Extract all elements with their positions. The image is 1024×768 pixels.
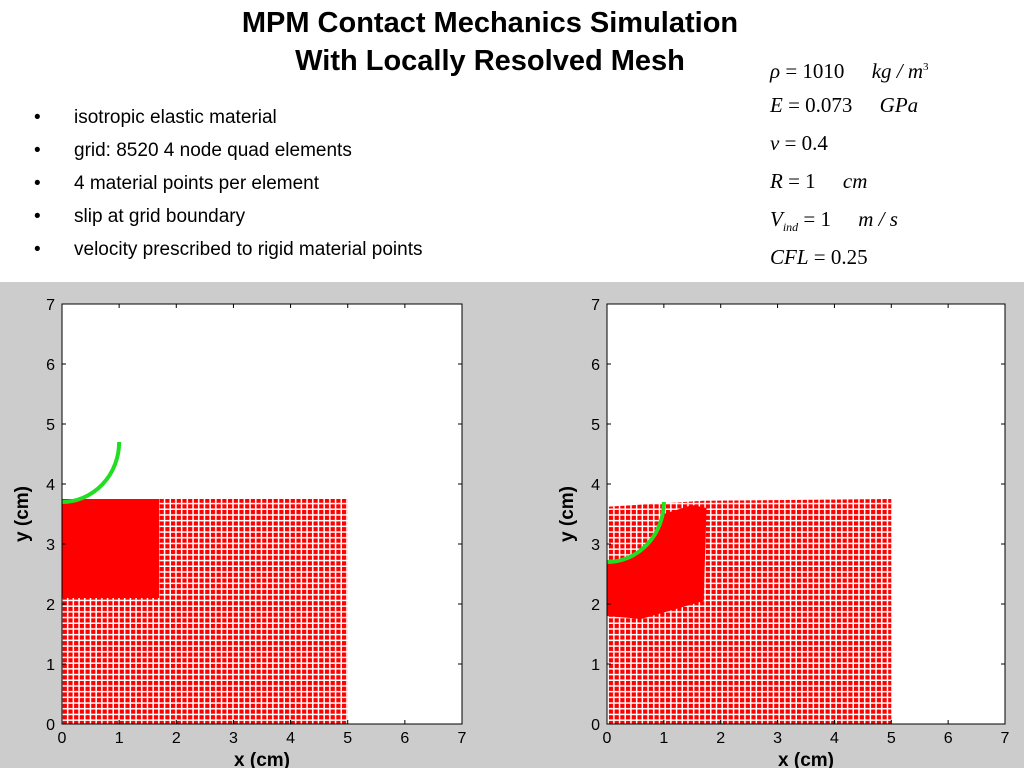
param-value: = 1 [803,207,832,231]
bullet-dot: • [34,206,41,227]
bullet-text: 4 material points per element [74,173,320,194]
param-youngs-modulus: E = 0.073 GPa [770,88,929,126]
indenter-arc [61,441,122,504]
indenter-arc [606,501,666,564]
bullet-list: • isotropic elastic material • grid: 8520 … [34,104,423,269]
y-tick-label: 4 [46,477,55,494]
x-tick-label: 5 [343,730,352,747]
param-indenter-velocity: Vind = 1 m / s [770,202,929,240]
bullet-item: • 4 material points per element [34,170,423,203]
title-line-1: MPM Contact Mechanics Simulation [241,7,739,39]
x-axis-label: x (cm) [778,750,834,768]
param-unit: cm [842,169,868,193]
y-tick-label: 7 [46,297,55,314]
y-tick-label: 1 [591,657,600,674]
param-density: ρ = 1010 kg / m3 [770,50,929,88]
x-tick-label: 0 [58,730,67,747]
bullet-text: velocity prescribed to rigid material po… [74,239,423,260]
y-axis-label: y (cm) [12,486,33,542]
param-symbol: R [770,169,783,193]
y-axis-label: y (cm) [557,486,578,542]
x-tick-label: 1 [115,730,124,747]
param-subscript: ind [782,220,799,235]
parameter-list: ρ = 1010 kg / m3 E = 0.073 GPa ν = 0.4 R… [770,50,929,278]
y-tick-label: 0 [591,717,600,734]
param-cfl: CFL = 0.25 [770,240,929,278]
y-tick-label: 2 [46,597,55,614]
bullet-text: isotropic elastic material [74,107,277,128]
param-value: = 1010 [785,59,845,83]
bullet-text: slip at grid boundary [74,206,246,227]
y-tick-label: 6 [591,357,600,374]
y-tick-label: 6 [46,357,55,374]
bullet-dot: • [34,173,41,194]
x-tick-label: 4 [286,730,295,747]
bullet-dot: • [34,239,41,260]
y-tick-label: 3 [591,537,600,554]
param-symbol: E [770,93,783,117]
refined-region [607,505,707,619]
x-tick-label: 4 [830,730,839,747]
bullet-item: • velocity prescribed to rigid material p… [34,236,423,269]
x-tick-label: 2 [716,730,725,747]
param-symbol: CFL [770,245,809,269]
x-tick-label: 7 [458,730,467,747]
bullet-dot: • [34,140,41,161]
param-unit: m / s [858,207,898,231]
y-tick-label: 0 [46,717,55,734]
x-axis-label: x (cm) [234,750,290,768]
x-tick-label: 7 [1001,730,1010,747]
param-symbol: ν [770,131,780,155]
param-value: = 0.4 [784,131,828,155]
param-symbol: V [770,207,783,231]
x-tick-label: 3 [229,730,238,747]
y-tick-label: 4 [591,477,600,494]
y-tick-label: 2 [591,597,600,614]
x-tick-label: 3 [773,730,782,747]
y-tick-label: 7 [591,297,600,314]
param-value: = 1 [788,169,816,193]
y-tick-label: 1 [46,657,55,674]
x-tick-label: 5 [887,730,896,747]
axes-frame [606,303,1006,725]
x-tick-label: 0 [603,730,612,747]
y-tick-label: 5 [591,417,600,434]
y-tick-label: 3 [46,537,55,554]
param-radius: R = 1 cm [770,164,929,202]
bullet-item: • slip at grid boundary [34,203,423,236]
y-tick-label: 5 [46,417,55,434]
x-tick-label: 6 [400,730,409,747]
bullet-text: grid: 8520 4 node quad elements [74,140,352,161]
param-unit-exponent: 3 [923,61,929,73]
x-tick-label: 1 [659,730,668,747]
param-value: = 0.073 [788,93,853,117]
bullet-item: • grid: 8520 4 node quad elements [34,137,423,170]
plot-initial-state: 0 1 2 3 4 5 6 7 0 1 2 3 4 5 6 7 x (cm) y (cm) [12,297,467,768]
slide-title: MPM Contact Mechanics Simulation With Lo… [150,4,830,80]
param-symbol: ρ [770,59,781,83]
bullet-dot: • [34,107,41,128]
plot-deformed-state: 0 1 2 3 4 5 6 7 0 1 2 3 4 5 6 7 x (cm) y (cm) [557,297,1010,768]
bullet-item: • isotropic elastic material [34,104,423,137]
title-line-2: With Locally Resolved Mesh [295,45,685,77]
param-unit: kg / m [871,59,924,83]
refined-region [62,499,160,598]
axes-frame [61,303,463,725]
x-tick-label: 6 [944,730,953,747]
param-value: = 0.25 [813,245,868,269]
x-tick-label: 2 [172,730,181,747]
param-poisson-ratio: ν = 0.4 [770,126,929,164]
param-unit: GPa [879,93,919,117]
